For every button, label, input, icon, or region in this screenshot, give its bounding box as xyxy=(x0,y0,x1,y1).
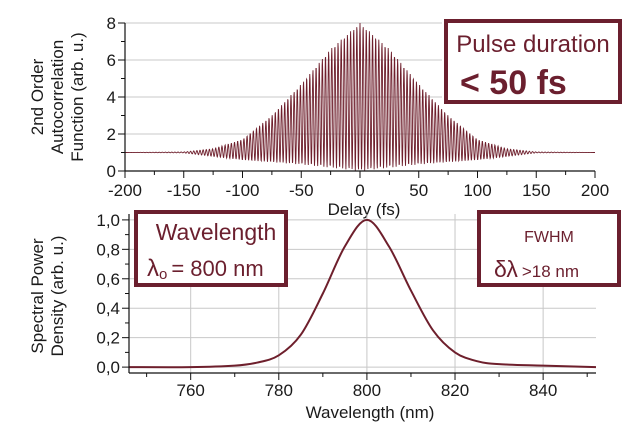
wavelength-value: λo = 800 nm xyxy=(147,255,264,283)
bottom-x-tick-label: 840 xyxy=(529,381,557,400)
bottom-x-tick-label: 780 xyxy=(265,381,293,400)
fwhm-box: FWHM δλ >18 nm xyxy=(477,210,621,287)
bottom-x-axis-title: Wavelength (nm) xyxy=(306,403,435,422)
bottom-x-tick-labels: 760 780 800 820 840 xyxy=(176,381,557,400)
autocorrelation-trace xyxy=(125,22,595,171)
autocorrelation-panel: -200 -150 -100 -50 0 50 100 150 200 0 2 4 6 8 Delay … xyxy=(28,14,622,219)
top-y-tick-label: 2 xyxy=(107,125,116,144)
top-x-tick-label: 150 xyxy=(522,181,550,200)
spectrum-trace xyxy=(128,218,597,369)
bottom-y-axis-title-line2: Density (arb. u.) xyxy=(48,236,67,357)
fwhm-number: >18 nm xyxy=(522,262,579,281)
top-x-tick-label: 100 xyxy=(463,181,491,200)
top-x-axis-title: Delay (fs) xyxy=(328,200,401,219)
wavelength-label: Wavelength xyxy=(156,219,277,245)
bottom-x-tick-label: 800 xyxy=(353,381,381,400)
fwhm-value: δλ >18 nm xyxy=(494,256,579,282)
bottom-y-tick-label: 0,8 xyxy=(96,240,120,259)
wavelength-equals: = 800 nm xyxy=(171,256,263,281)
pulse-duration-box: Pulse duration < 50 fs xyxy=(444,19,622,104)
top-y-axis-title-line2: Autocorrelation xyxy=(48,40,67,154)
top-y-tick-labels: 0 2 4 6 8 xyxy=(107,14,116,181)
top-y-tick-label: 8 xyxy=(107,14,116,33)
delta-lambda-symbol: δλ xyxy=(494,256,518,282)
pulse-duration-label: Pulse duration xyxy=(456,31,609,58)
bottom-x-tick-label: 760 xyxy=(176,381,204,400)
wavelength-box: Wavelength λo = 800 nm xyxy=(134,210,288,287)
bottom-y-tick-labels: 0,0 0,2 0,4 0,6 0,8 1,0 xyxy=(96,211,120,377)
top-y-tick-label: 6 xyxy=(107,51,116,70)
fwhm-label: FWHM xyxy=(524,229,574,246)
bottom-ticks xyxy=(122,219,588,380)
lambda-symbol: λ xyxy=(147,255,159,282)
bottom-y-axis-title-line1: Spectral Power xyxy=(28,238,47,354)
lambda-subscript: o xyxy=(159,266,167,283)
top-y-axis-title-line3: Function (arb. u.) xyxy=(68,32,87,161)
top-x-tick-label: -200 xyxy=(108,181,142,200)
top-x-tick-label: -150 xyxy=(167,181,201,200)
top-x-tick-label: 200 xyxy=(581,181,609,200)
top-x-tick-label: -50 xyxy=(289,181,314,200)
top-y-tick-label: 0 xyxy=(107,162,116,181)
bottom-y-tick-label: 0,0 xyxy=(96,358,120,377)
bottom-y-tick-label: 0,6 xyxy=(96,270,120,289)
top-x-tick-label: 50 xyxy=(409,181,428,200)
top-y-tick-label: 4 xyxy=(107,88,116,107)
pulse-duration-value: < 50 fs xyxy=(460,64,567,102)
top-x-tick-labels: -200 -150 -100 -50 0 50 100 150 200 xyxy=(108,181,609,200)
bottom-y-tick-label: 1,0 xyxy=(96,211,120,230)
spectrum-panel: 760 780 800 820 840 0,0 0,2 0,4 0,6 0,8 1,0 Wavel… xyxy=(28,210,621,422)
top-x-tick-label: -100 xyxy=(225,181,259,200)
top-y-axis-title-line1: 2nd Order xyxy=(28,58,47,135)
top-ticks xyxy=(118,22,596,178)
bottom-y-tick-label: 0,4 xyxy=(96,299,120,318)
top-x-tick-label: 0 xyxy=(355,181,364,200)
bottom-x-tick-label: 820 xyxy=(441,381,469,400)
bottom-y-tick-label: 0,2 xyxy=(96,329,120,348)
